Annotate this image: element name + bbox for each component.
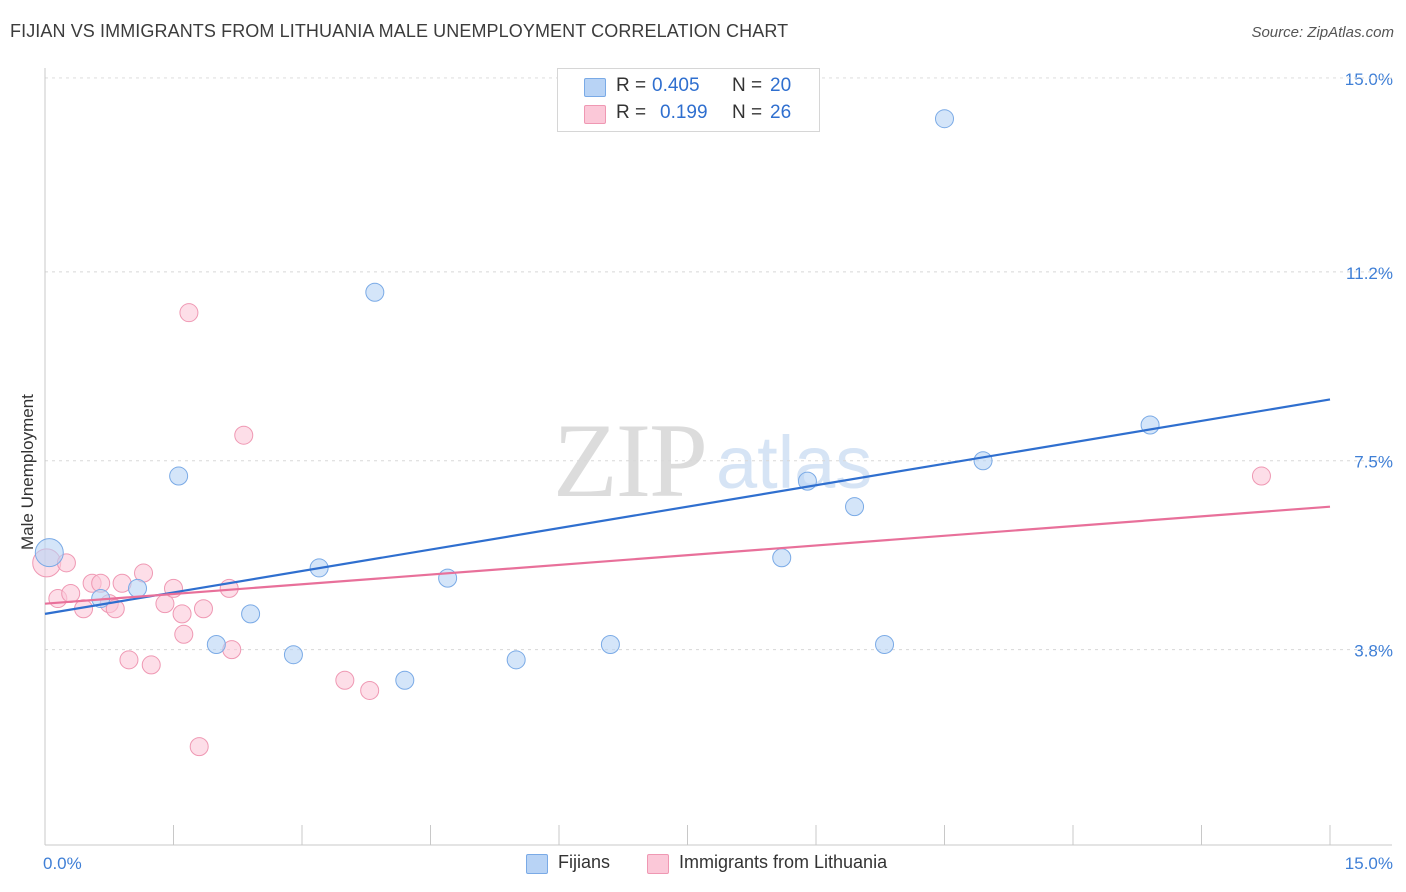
data-point <box>1251 466 1271 486</box>
source-label: Source: ZipAtlas.com <box>1251 24 1394 41</box>
data-point <box>172 604 192 624</box>
legend-n-label: N = <box>732 75 763 96</box>
data-point <box>845 497 865 517</box>
chart-title: FIJIAN VS IMMIGRANTS FROM LITHUANIA MALE… <box>10 21 789 41</box>
data-point <box>174 624 194 644</box>
data-point <box>193 599 213 619</box>
data-point <box>119 650 139 670</box>
legend-n-value-lithuania: 26 <box>770 102 792 123</box>
trend-line <box>44 398 1331 615</box>
data-point <box>335 670 355 690</box>
legend-n-value-fijians: 20 <box>770 75 792 96</box>
data-point <box>772 548 792 568</box>
watermark-atlas: atlas <box>716 421 873 504</box>
data-point <box>241 604 261 624</box>
legend-n-label: N = <box>732 102 763 123</box>
bottom-legend-label-lithuania: Immigrants from Lithuania <box>679 852 888 872</box>
data-point <box>600 635 620 655</box>
data-point <box>179 303 199 323</box>
legend-r-value-fijians: 0.405 <box>652 75 700 96</box>
data-point <box>283 645 303 665</box>
trend-line <box>44 505 1331 605</box>
data-point <box>935 109 954 129</box>
y-tick-label: 3.8% <box>1354 642 1393 661</box>
data-point <box>128 578 148 598</box>
data-point <box>395 670 415 690</box>
correlation-legend: R = 0.405 N = 20 R = 0.199 N = 26 <box>557 68 820 132</box>
data-point <box>973 451 993 471</box>
data-point <box>34 538 64 568</box>
bottom-legend-label-fijians: Fijians <box>558 852 611 872</box>
data-point <box>360 680 380 700</box>
legend-r-value-lithuania: 0.199 <box>660 102 708 123</box>
bottom-legend-swatch-fijians <box>526 854 548 874</box>
y-tick-label: 11.2% <box>1346 264 1393 283</box>
data-point <box>875 635 895 655</box>
legend-swatch-lithuania <box>584 105 606 124</box>
legend-swatch-fijians <box>584 78 606 97</box>
legend-r-label: R = <box>616 102 647 123</box>
data-point <box>234 425 254 445</box>
data-point <box>365 282 385 302</box>
bottom-legend-swatch-lithuania <box>647 854 669 874</box>
data-point <box>506 650 526 670</box>
x-tick-label: 0.0% <box>43 854 82 873</box>
data-point <box>141 655 161 675</box>
data-point <box>61 583 81 603</box>
data-point <box>105 599 125 619</box>
y-tick-label: 7.5% <box>1354 453 1393 472</box>
legend-r-label: R = <box>616 75 647 96</box>
data-point <box>206 635 226 655</box>
data-point <box>189 737 209 757</box>
x-tick-label: 15.0% <box>1345 854 1393 873</box>
data-point <box>169 466 189 486</box>
y-tick-label: 15.0% <box>1345 70 1393 89</box>
